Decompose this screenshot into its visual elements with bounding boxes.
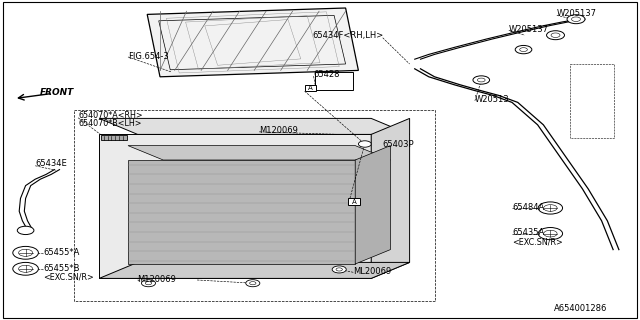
Text: A654001286: A654001286 xyxy=(554,304,607,313)
Text: M120069: M120069 xyxy=(259,126,298,135)
Text: 654070*A<RH>: 654070*A<RH> xyxy=(78,111,143,120)
Circle shape xyxy=(141,280,156,287)
Text: 654070*B<LH>: 654070*B<LH> xyxy=(78,119,141,128)
Text: ML20069: ML20069 xyxy=(353,267,392,276)
Circle shape xyxy=(13,262,38,275)
Text: A: A xyxy=(351,199,356,204)
Bar xyxy=(315,72,353,90)
Text: W20513: W20513 xyxy=(475,95,509,104)
Text: M120069: M120069 xyxy=(138,275,177,284)
Polygon shape xyxy=(371,118,410,278)
Circle shape xyxy=(473,76,490,84)
Polygon shape xyxy=(99,134,371,278)
Circle shape xyxy=(515,45,532,54)
Polygon shape xyxy=(99,262,410,278)
Circle shape xyxy=(547,31,564,40)
Circle shape xyxy=(358,141,371,147)
Polygon shape xyxy=(355,146,390,264)
Circle shape xyxy=(246,280,260,287)
Text: FIG.654-3: FIG.654-3 xyxy=(128,52,169,61)
Circle shape xyxy=(13,246,38,259)
Bar xyxy=(348,198,360,205)
Circle shape xyxy=(567,15,585,24)
Circle shape xyxy=(538,228,563,240)
Text: A: A xyxy=(308,85,313,91)
Text: 65403P: 65403P xyxy=(383,140,414,149)
Polygon shape xyxy=(128,146,390,160)
Bar xyxy=(305,85,316,91)
FancyBboxPatch shape xyxy=(101,135,127,140)
Text: <EXC.SN/R>: <EXC.SN/R> xyxy=(512,237,563,246)
Text: 65434F<RH,LH>: 65434F<RH,LH> xyxy=(312,31,383,40)
Circle shape xyxy=(332,266,346,273)
Text: FRONT: FRONT xyxy=(40,88,74,97)
Text: <EXC.SN/R>: <EXC.SN/R> xyxy=(44,272,94,281)
Text: W205137: W205137 xyxy=(557,9,596,18)
Text: 65428: 65428 xyxy=(314,70,340,79)
Text: 65455*A: 65455*A xyxy=(44,248,80,257)
Circle shape xyxy=(538,202,563,214)
Text: W205137: W205137 xyxy=(509,25,548,34)
Text: 65455*B: 65455*B xyxy=(44,264,80,273)
Text: 65434E: 65434E xyxy=(35,159,67,168)
Polygon shape xyxy=(128,160,355,264)
Text: 65435A: 65435A xyxy=(512,228,544,237)
Polygon shape xyxy=(147,8,358,77)
Circle shape xyxy=(17,226,34,235)
Text: 65484A: 65484A xyxy=(512,203,544,212)
Polygon shape xyxy=(99,118,410,134)
